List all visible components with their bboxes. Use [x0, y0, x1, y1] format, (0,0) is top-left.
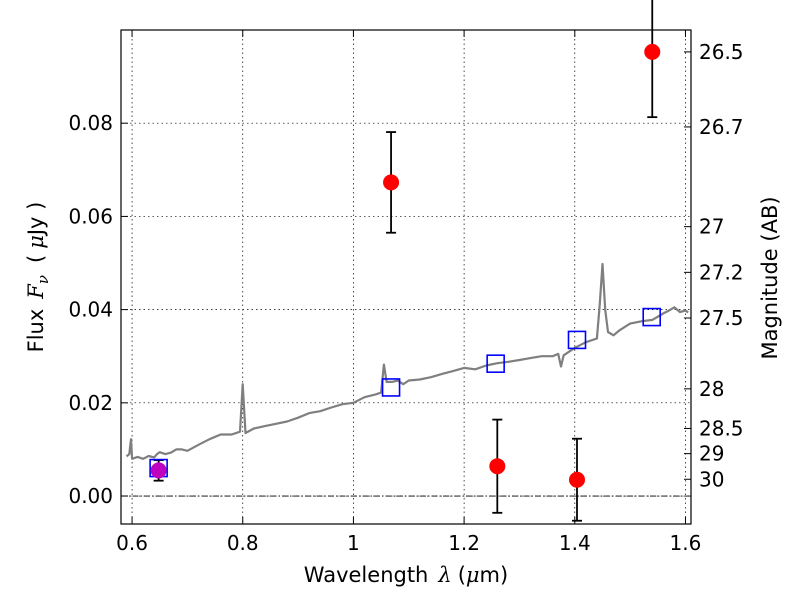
y2-tick-label: 27	[699, 215, 724, 239]
y-axis-unit-mu: μ	[24, 235, 48, 249]
y2-tick-label: 26.7	[699, 115, 744, 139]
x-axis-unit-mu: μ	[466, 563, 480, 587]
x-axis-title-prefix: Wavelength	[304, 563, 429, 587]
observed-flux-point	[383, 174, 400, 191]
x-axis-unit-open: (	[458, 563, 466, 587]
spectrum-series	[125, 262, 689, 460]
plot-frame	[120, 29, 692, 525]
axis-ticks: 0.6 0.8 1 1.2 1.4 1.6 0.00 0.02 0.04 0.06 0.08 26.5…	[68, 30, 744, 555]
y-axis-title: Flux Fν ( μJy )	[24, 202, 52, 353]
x-tick-label: 1.4	[559, 531, 591, 555]
model-flux-square	[642, 307, 662, 327]
model-photometry-series	[149, 307, 662, 478]
y2-tick-label: 30	[699, 467, 724, 491]
observed-flux-point	[569, 471, 585, 488]
error-bars	[153, 0, 658, 522]
y2-tick-label: 27.2	[699, 260, 744, 284]
grid-lines	[121, 30, 691, 524]
x-tick-label: 0.8	[227, 531, 259, 555]
x-axis-unit-rest: m)	[480, 563, 509, 587]
observed-flux-point	[489, 458, 506, 475]
x-tick-label: 1	[347, 531, 360, 555]
y-axis-title-prefix: Flux	[24, 309, 48, 353]
y-tick-label: 0.06	[68, 204, 113, 228]
y-tick-label: 0.08	[68, 111, 113, 135]
y2-tick-label: 28.5	[699, 416, 744, 440]
model-flux-square	[486, 354, 505, 373]
model-flux-square	[381, 378, 401, 397]
observed-flux-point	[644, 43, 661, 60]
observed-flux-point	[150, 462, 167, 479]
y2-tick-label: 26.5	[699, 40, 744, 64]
y-tick-label: 0.04	[68, 298, 113, 322]
model-flux-square	[567, 330, 587, 350]
y-tick-label: 0.00	[68, 484, 113, 508]
y-axis-unit-rest: Jy )	[24, 202, 48, 238]
spectrum-line	[125, 262, 689, 460]
y2-tick-label: 27.5	[699, 306, 744, 330]
y-axis-unit-open: (	[24, 255, 48, 263]
x-axis-title: Wavelength λ (μm)	[304, 563, 508, 587]
x-axis-symbol: λ	[437, 563, 451, 587]
y-axis-symbol: F	[24, 283, 48, 300]
x-tick-label: 1.6	[670, 531, 702, 555]
y-axis-symbol-subscript: ν	[34, 275, 52, 284]
y2-tick-label: 28	[699, 377, 724, 401]
x-tick-label: 1.2	[448, 531, 480, 555]
y2-tick-label: 29	[699, 442, 724, 466]
x-tick-label: 0.6	[116, 531, 148, 555]
y2-axis-title: Magnitude (AB)	[758, 196, 782, 359]
observed-photometry-series	[150, 43, 661, 488]
y-tick-label: 0.02	[68, 391, 113, 415]
